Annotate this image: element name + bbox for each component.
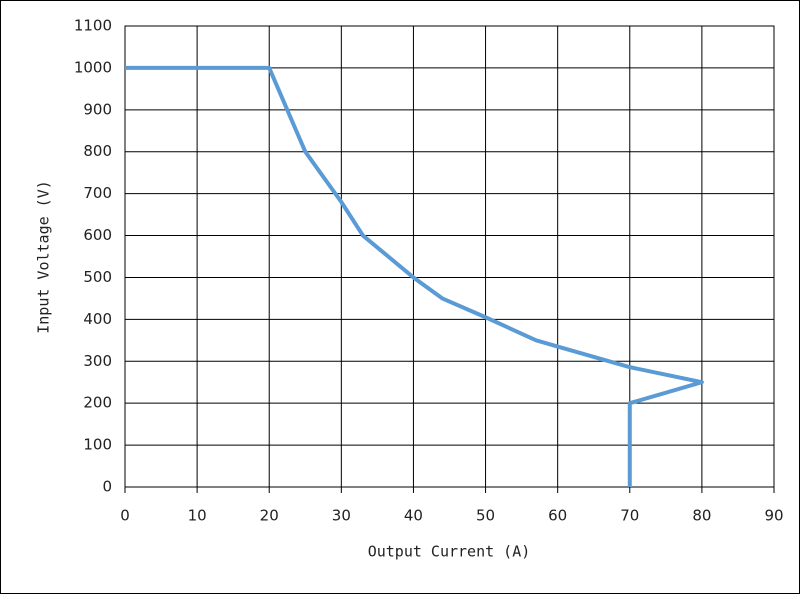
y-axis-label: Input Voltage (V) bbox=[35, 180, 53, 334]
x-tick-label: 20 bbox=[260, 507, 279, 525]
y-tick-label: 1000 bbox=[74, 58, 112, 76]
x-tick-label: 60 bbox=[548, 507, 567, 525]
x-tick-label: 40 bbox=[404, 507, 423, 525]
y-tick-label: 200 bbox=[83, 394, 112, 412]
x-tick-label: 30 bbox=[332, 507, 351, 525]
data-line bbox=[125, 65, 704, 487]
x-axis-label: Output Current (A) bbox=[368, 543, 531, 561]
y-tick-label: 600 bbox=[83, 226, 112, 244]
plot-border bbox=[124, 25, 775, 488]
y-tick-label: 800 bbox=[83, 142, 112, 160]
y-tick-label: 100 bbox=[83, 436, 112, 454]
y-tick-label: 400 bbox=[83, 310, 112, 328]
y-tick-label: 700 bbox=[83, 184, 112, 202]
x-tick-label: 90 bbox=[764, 507, 783, 525]
y-tick-label: 300 bbox=[83, 352, 112, 370]
x-tick-label: 50 bbox=[476, 507, 495, 525]
y-tick-label: 500 bbox=[83, 268, 112, 286]
x-tick-label: 0 bbox=[120, 507, 130, 525]
x-tick-label: 70 bbox=[620, 507, 639, 525]
y-tick-label: 1100 bbox=[74, 17, 112, 35]
x-tick-label: 10 bbox=[188, 507, 207, 525]
x-tick-label: 80 bbox=[692, 507, 711, 525]
y-tick-label: 0 bbox=[102, 478, 112, 496]
y-tick-label: 900 bbox=[83, 100, 112, 118]
